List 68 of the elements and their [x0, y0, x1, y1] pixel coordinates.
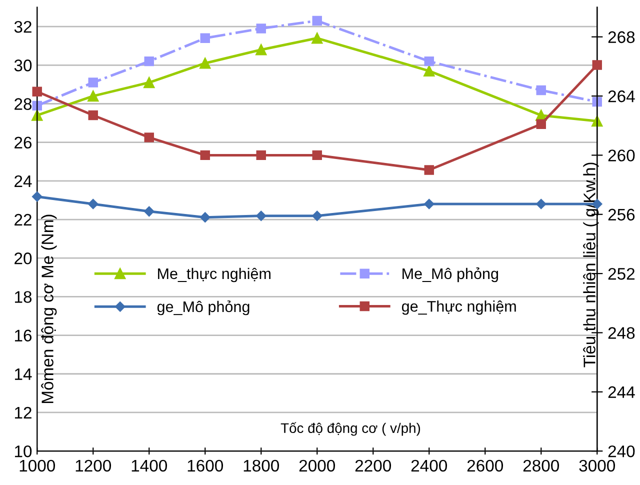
legend-label: Me_thực nghiệm [158, 268, 270, 282]
y-tick-label: 28 [14, 98, 32, 110]
point [592, 60, 602, 70]
point [200, 212, 210, 222]
y2-tick-label: 264 [608, 90, 635, 102]
legend-label: ge_Thực nghiệm [402, 300, 516, 315]
point [536, 85, 546, 96]
legend-label: ge_Mô phỏng [157, 300, 250, 316]
x-tick-label: 2600 [467, 460, 504, 472]
point [536, 119, 546, 129]
point [144, 56, 154, 66]
x-axis-title: Tốc độ động cơ ( v/ph) [280, 422, 420, 436]
point [424, 65, 435, 77]
y-tick-label: 30 [14, 60, 32, 72]
y-tick-label: 14 [14, 368, 32, 380]
point [144, 206, 154, 217]
y2-tick-label: 244 [608, 386, 635, 398]
x-tick-label: 2400 [411, 460, 448, 472]
x-tick-label: 1000 [20, 460, 56, 472]
y-tick-label: 32 [14, 20, 32, 33]
point [144, 132, 154, 142]
x-tick-label: 1600 [188, 460, 224, 472]
y-tick-label: 22 [14, 214, 32, 226]
y-tick-label: 24 [14, 175, 32, 187]
point [312, 210, 322, 221]
x-tick-label: 3000 [579, 460, 616, 472]
y2-tick-label: 248 [608, 327, 635, 339]
point [536, 198, 546, 210]
point [424, 198, 434, 210]
point [256, 44, 267, 56]
point [312, 16, 322, 26]
y2-tick-label: 268 [608, 31, 635, 44]
point [88, 198, 98, 210]
point [32, 86, 42, 96]
x-tick-label: 1200 [76, 460, 112, 472]
point [256, 210, 266, 221]
point [200, 150, 210, 160]
point [200, 58, 211, 69]
y2-tick-label: 260 [608, 150, 635, 162]
point [424, 56, 434, 66]
x-tick-label: 2800 [523, 460, 560, 472]
point [256, 150, 266, 160]
y-tick-label: 26 [14, 136, 32, 149]
y2-tick-label: 252 [608, 268, 635, 280]
x-tick-label: 2200 [355, 460, 392, 472]
point [200, 33, 210, 44]
legend-label: Me_Mô phỏng [402, 267, 498, 282]
y-tick-label: 18 [14, 291, 32, 303]
y-tick-label: 20 [14, 252, 32, 264]
x-tick-label: 2000 [299, 460, 336, 472]
y-tick-label: 12 [14, 406, 32, 418]
point [88, 90, 99, 102]
point [312, 32, 323, 44]
y-tick-label: 10 [14, 445, 32, 458]
point [88, 78, 98, 88]
point [312, 150, 322, 160]
y2-tick-label: 256 [608, 208, 635, 221]
point [424, 165, 434, 175]
y-tick-label: 16 [14, 330, 32, 342]
point [32, 110, 43, 121]
y-axis-title: Mômen động cơ Me (Nm) [41, 214, 57, 403]
y2-tick-label: 240 [608, 445, 635, 458]
point [256, 24, 266, 34]
point [144, 76, 155, 88]
x-tick-label: 1800 [244, 460, 280, 472]
x-tick-label: 1400 [132, 460, 168, 472]
point [88, 110, 98, 120]
point [32, 192, 42, 202]
